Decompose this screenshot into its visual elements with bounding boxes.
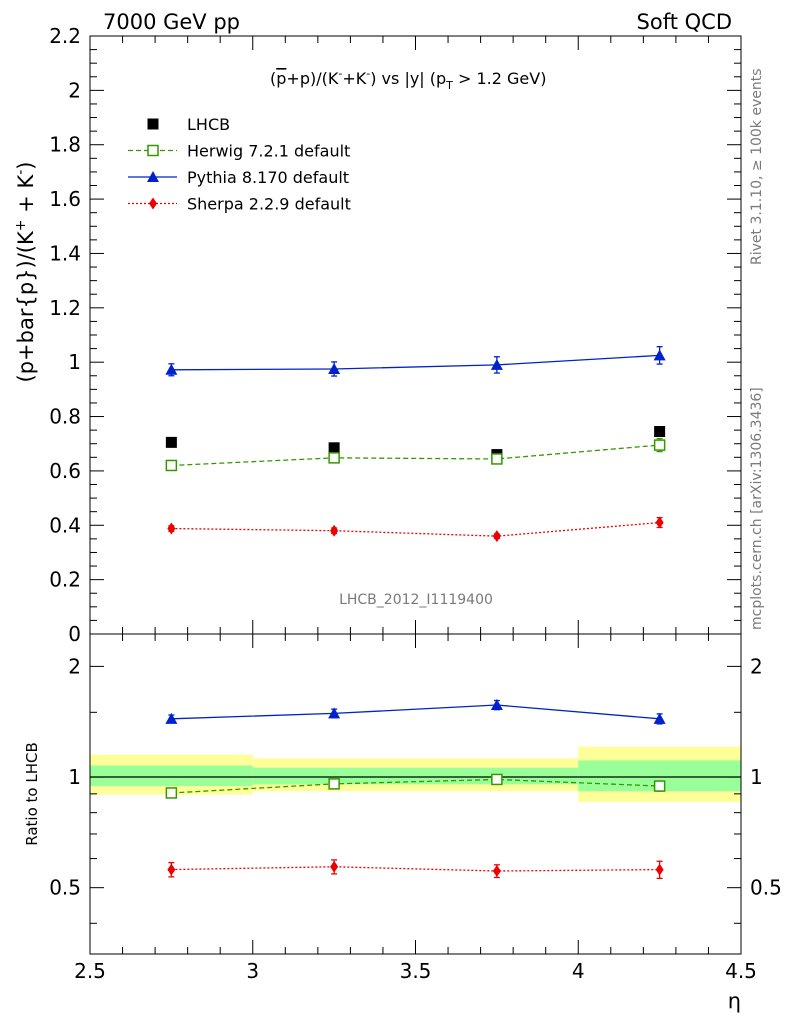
- x-tick-label: 3.5: [400, 959, 432, 983]
- herwig-main-point: [653, 439, 666, 451]
- legend-marker: [147, 118, 159, 130]
- sherpa-ratio-point: [167, 863, 176, 876]
- y-tick-label: 1.4: [49, 241, 81, 265]
- x-tick-label: 4.5: [725, 959, 757, 983]
- main-y-label: (p+bar{p})/(K+ + K-): [13, 162, 38, 383]
- sherpa-main-point: [655, 516, 664, 529]
- uncertainty-band-inner: [90, 765, 253, 787]
- ratio-y-tick-label-right: 2: [750, 654, 763, 678]
- legend-marker: [149, 197, 157, 210]
- y-tick-label: 1.8: [49, 133, 81, 157]
- legend-item-sherpa: Sherpa 2.2.9 default: [128, 195, 351, 214]
- legend: LHCB Herwig 7.2.1 default Pythia 8.170 def…: [128, 115, 351, 214]
- ratio-panel: 0.5 0.5 1 1 2 2 2.5 3 3.5 4 4.5 Ratio to LHCB η: [23, 633, 782, 1013]
- herwig-ratio-point: [165, 787, 178, 799]
- herwig-ratio-point: [491, 773, 503, 786]
- x-tick-label: 3: [246, 959, 259, 983]
- y-tick-label: 2: [68, 78, 81, 102]
- sherpa-main-point: [167, 522, 176, 535]
- y-tick-label: 0.6: [49, 459, 81, 483]
- pythia-main-point: [328, 362, 341, 374]
- y-tick-label: 0.2: [49, 568, 81, 592]
- herwig-main-point: [165, 459, 178, 472]
- pythia-ratio-point: [490, 699, 503, 711]
- rivet-version-text: Rivet 3.1.10, ≥ 100k events: [749, 68, 765, 265]
- main-plot-area: [165, 346, 666, 543]
- pythia-ratio-point: [653, 712, 666, 724]
- legend-item-lhcb: LHCB: [147, 115, 230, 134]
- y-tick-label: 0: [68, 622, 81, 646]
- pythia-main-point: [490, 358, 503, 370]
- ratio-x-axis: 2.5 3 3.5 4 4.5: [74, 634, 757, 983]
- ratio-y-tick-label: 2: [68, 654, 81, 678]
- main-panel: 0 0.2 0.4 0.6 0.8 1 1.2 1.4 1.6 1.8 2 2.2 (p+p)/(K-…: [13, 24, 742, 646]
- main-x-ticks: [89, 36, 742, 634]
- legend-marker: [147, 171, 159, 182]
- y-tick-label: 1.6: [49, 187, 81, 211]
- sherpa-ratio-series: [167, 859, 664, 880]
- y-tick-label: 1.2: [49, 296, 81, 320]
- lhcb-main-series: [165, 425, 666, 461]
- pythia-main-point: [653, 349, 666, 361]
- pythia-main-series: [165, 346, 666, 377]
- header-right: Soft QCD: [637, 10, 732, 34]
- sherpa-ratio-point: [330, 860, 339, 873]
- pythia-ratio-point: [165, 712, 178, 724]
- x-tick-label: 4: [572, 959, 585, 983]
- y-tick-label: 0.4: [49, 513, 81, 537]
- lhcb-main-point: [654, 425, 666, 437]
- legend-label: Sherpa 2.2.9 default: [187, 195, 351, 214]
- herwig-main-line: [171, 444, 660, 467]
- ratio-y-tick-label-right: 0.5: [750, 876, 782, 900]
- legend-item-pythia: Pythia 8.170 default: [128, 168, 349, 187]
- legend-marker: [147, 144, 159, 157]
- pythia-main-point: [165, 363, 178, 375]
- herwig-main-series: [165, 437, 666, 472]
- ratio-y-axis: 0.5 0.5 1 1 2 2: [49, 654, 782, 924]
- pythia-ratio-series: [165, 699, 666, 725]
- ratio-y-label: Ratio to LHCB: [23, 742, 41, 846]
- ratio-y-tick-label: 0.5: [49, 876, 81, 900]
- pythia-ratio-line: [171, 704, 660, 720]
- mcplots-text: mcplots.cern.ch [arXiv:1306.3436]: [749, 387, 765, 630]
- herwig-ratio-line: [171, 778, 660, 794]
- legend-label: LHCB: [187, 115, 230, 134]
- legend-label: Herwig 7.2.1 default: [187, 142, 350, 161]
- ratio-y-tick-label-right: 1: [750, 765, 763, 789]
- sherpa-ratio-point: [492, 865, 501, 878]
- herwig-main-point: [491, 453, 503, 465]
- sherpa-ratio-point: [655, 863, 664, 876]
- uncertainty-band-inner: [252, 767, 416, 785]
- herwig-ratio-point: [328, 778, 340, 790]
- main-y-axis: 0 0.2 0.4 0.6 0.8 1 1.2 1.4 1.6 1.8 2 2.2: [49, 24, 741, 646]
- y-tick-label: 1: [68, 350, 81, 374]
- sherpa-ratio-line: [171, 866, 660, 872]
- pbar-symbol: p: [276, 69, 286, 88]
- analysis-watermark: LHCB_2012_I1119400: [339, 592, 493, 608]
- pythia-ratio-point: [328, 707, 341, 719]
- ratio-plot-area: [90, 699, 741, 880]
- lhcb-main-point: [328, 442, 340, 454]
- y-tick-label: 0.8: [49, 405, 81, 429]
- herwig-ratio-series: [165, 773, 666, 799]
- header-left: 7000 GeV pp: [103, 10, 240, 34]
- herwig-main-point: [328, 452, 340, 464]
- sherpa-main-series: [167, 516, 664, 543]
- legend-label: Pythia 8.170 default: [187, 168, 349, 187]
- pythia-main-line: [171, 354, 660, 371]
- sherpa-main-line: [171, 521, 660, 537]
- lhcb-main-point: [165, 436, 177, 448]
- legend-item-herwig: Herwig 7.2.1 default: [128, 142, 350, 161]
- ratio-y-tick-label: 1: [68, 765, 81, 789]
- sherpa-main-point: [492, 530, 501, 543]
- herwig-ratio-point: [653, 780, 666, 792]
- plot-title: (p+p)/(K-+K-) vs |y| (pT > 1.2 GeV): [270, 67, 546, 92]
- x-axis-label: η: [728, 989, 741, 1013]
- x-tick-label: 2.5: [74, 959, 106, 983]
- sherpa-main-point: [330, 524, 339, 537]
- y-tick-label: 2.2: [49, 24, 81, 48]
